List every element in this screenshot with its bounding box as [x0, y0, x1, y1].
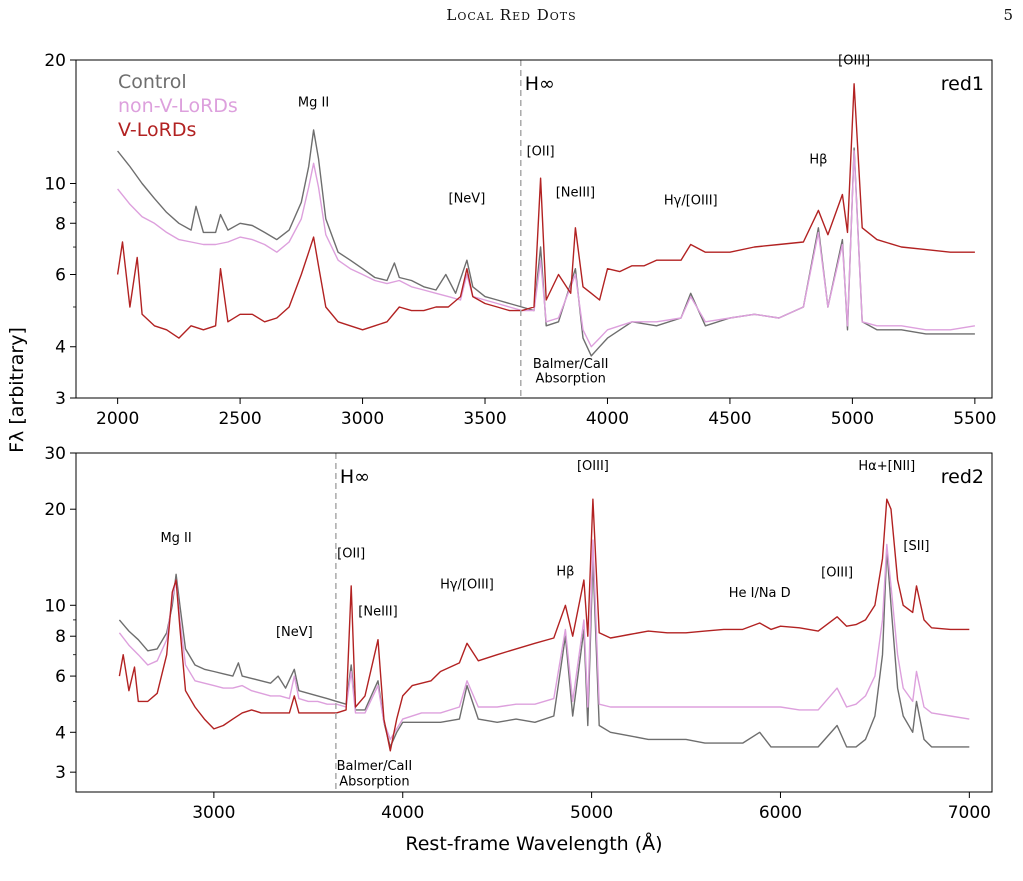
panel-red1: H∞ 2000 2500 3000 3500 4000 4500 5000 5500 3 4 6 8 10…	[44, 51, 996, 429]
annotation-balmer-caii: Balmer/CaII	[533, 357, 609, 372]
series-line-control	[118, 548, 970, 748]
annotation-neiii: [NeIII]	[556, 185, 595, 200]
panel-red2: H∞ 3000 4000 5000 6000 7000 3 4 6 8 10 20 30 Mg II [Ne…	[44, 444, 993, 823]
annotation-h: Hβ	[556, 564, 574, 579]
x-tick-label: 5000	[570, 803, 613, 823]
y-tick-label: 3	[55, 763, 66, 783]
annotation-nev: [NeV]	[449, 191, 486, 206]
y-tick-label: 8	[55, 214, 66, 234]
annotation-mg-ii: Mg II	[298, 96, 329, 111]
annotation-oiii: [OIII]	[821, 566, 853, 581]
annotation-oii: [OII]	[527, 145, 555, 160]
spectra-chart: H∞ 2000 2500 3000 3500 4000 4500 5000 5500 3 4 6 8 10…	[6, 51, 996, 855]
y-tick-label: 30	[44, 444, 66, 464]
x-tick-label: 3500	[463, 409, 506, 429]
series-line-non-v-lords	[117, 150, 976, 348]
x-tick-label: 7000	[948, 803, 991, 823]
y-tick-label: 20	[44, 500, 66, 520]
series-line-v-lords	[116, 83, 975, 339]
x-tick-label: 4000	[381, 803, 424, 823]
h-infinity-label: H∞	[340, 466, 370, 488]
plot-frame	[75, 452, 993, 793]
annotation-mg-ii: Mg II	[160, 531, 191, 546]
annotation-he-i-na-d: He I/Na D	[729, 586, 791, 601]
page-header: Local Red Dots 5	[0, 0, 1023, 40]
series-line-non-v-lords	[118, 539, 970, 741]
annotation-h-oiii: Hγ/[OIII]	[440, 577, 494, 592]
plot-frame	[75, 59, 993, 399]
annotation-absorption: Absorption	[536, 372, 606, 387]
x-tick-label: 2500	[218, 409, 261, 429]
x-axis-label: Rest-frame Wavelength (Å)	[405, 832, 662, 855]
annotation-sii: [SII]	[903, 539, 929, 554]
x-tick-label: 4000	[586, 409, 629, 429]
y-tick-label: 20	[44, 51, 66, 71]
x-tick-label: 6000	[759, 803, 802, 823]
y-axis-label: Fλ [arbitrary]	[6, 327, 28, 453]
y-tick-label: 8	[55, 627, 66, 647]
series-line-v-lords	[118, 498, 970, 752]
y-tick-label: 10	[44, 174, 66, 194]
legend-entry-v-lords: V-LoRDs	[118, 119, 196, 141]
annotation-oii: [OII]	[337, 547, 365, 562]
annotation-oiii: [OIII]	[838, 54, 870, 69]
spectra-figure: H∞ 2000 2500 3000 3500 4000 4500 5000 5500 3 4 6 8 10…	[0, 40, 1023, 864]
legend-entry-non-v-lords: non-V-LoRDs	[118, 95, 238, 117]
annotation-h: Hβ	[809, 152, 827, 167]
x-tick-label: 3000	[341, 409, 384, 429]
y-tick-label: 4	[55, 338, 66, 358]
annotation-h-oiii: Hγ/[OIII]	[664, 193, 718, 208]
x-tick-label: 2000	[96, 409, 139, 429]
annotation-oiii: [OIII]	[577, 459, 609, 474]
page-number: 5	[1003, 6, 1013, 24]
annotation-h-nii: Hα+[NII]	[858, 459, 915, 474]
annotation-neiii: [NeIII]	[358, 604, 397, 619]
x-tick-label: 5500	[953, 409, 996, 429]
annotation-nev: [NeV]	[276, 625, 313, 640]
y-tick-label: 10	[44, 596, 66, 616]
legend-entry-control: Control	[118, 71, 187, 93]
series-group	[116, 83, 976, 357]
y-tick-label: 6	[55, 667, 66, 687]
y-tick-label: 6	[55, 266, 66, 286]
x-tick-label: 5000	[831, 409, 874, 429]
series-group	[118, 498, 970, 752]
panel-label: red2	[941, 466, 984, 488]
h-infinity-label: H∞	[525, 73, 555, 95]
running-title: Local Red Dots	[446, 6, 577, 24]
x-tick-label: 3000	[192, 803, 235, 823]
y-tick-label: 4	[55, 723, 66, 743]
annotation-balmer-caii: Balmer/CaII	[337, 759, 413, 774]
panel-label: red1	[941, 73, 984, 95]
y-tick-label: 3	[55, 389, 66, 409]
annotation-absorption: Absorption	[339, 775, 409, 790]
x-tick-label: 4500	[708, 409, 751, 429]
